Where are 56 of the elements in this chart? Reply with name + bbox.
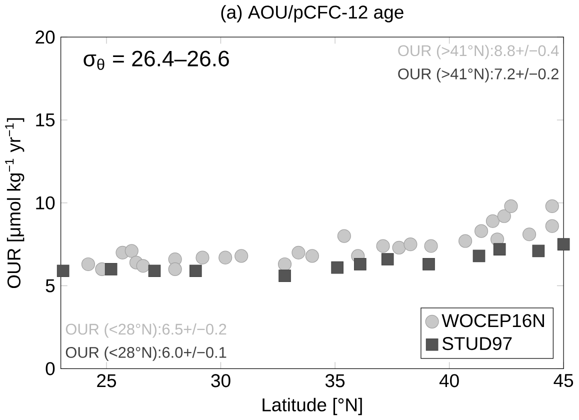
point <box>392 240 406 254</box>
point <box>522 228 536 242</box>
point <box>218 250 232 264</box>
point <box>497 209 511 223</box>
y-tick-label: 10 <box>36 196 55 210</box>
point <box>545 219 559 233</box>
point <box>504 199 518 213</box>
point <box>104 262 118 276</box>
annotation: σ$_{θ}$ = 26.4–26.6 <box>84 50 229 70</box>
annotation: OUR (<28°N):6.5+/−0.2 <box>66 323 226 338</box>
y-axis-title: OUR [μmol kg$^{−1}$ yr$^{−1}$] <box>5 118 24 288</box>
annotation: OUR (>41°N):7.2+/−0.2 <box>398 68 558 82</box>
point <box>81 257 96 271</box>
y-tick-label: 20 <box>36 30 55 44</box>
point <box>354 258 366 270</box>
point <box>189 264 202 277</box>
point <box>545 199 559 213</box>
point <box>148 264 161 277</box>
point <box>278 257 292 271</box>
legend-label: STUD97 <box>442 336 512 350</box>
point <box>458 234 472 248</box>
point <box>124 244 138 258</box>
point <box>422 258 435 270</box>
x-tick-label: 25 <box>97 374 116 388</box>
point <box>376 239 390 253</box>
y-tick-label: 15 <box>36 113 55 126</box>
point <box>532 244 545 258</box>
annotation: OUR (>41°N):8.8+/−0.4 <box>398 44 559 60</box>
y-tick-label: 0 <box>46 362 55 376</box>
x-tick-label: 45 <box>554 374 574 387</box>
point <box>56 264 70 277</box>
point <box>557 238 570 250</box>
point <box>493 243 506 256</box>
point <box>331 261 344 274</box>
point <box>305 249 319 263</box>
point <box>404 237 418 252</box>
point <box>381 252 394 266</box>
point <box>234 249 248 263</box>
point <box>136 259 150 273</box>
annotation: OUR (<28°N):6.0+/−0.1 <box>66 346 226 361</box>
point <box>474 224 488 238</box>
point <box>486 214 500 228</box>
point <box>196 250 210 264</box>
chart-title: (a) AOU/pCFC-12 age <box>221 5 404 22</box>
x-tick-label: 40 <box>439 374 459 388</box>
point <box>168 262 182 276</box>
point <box>424 239 438 253</box>
point <box>292 246 306 260</box>
y-tick-label: 5 <box>46 279 55 292</box>
x-tick-label: 35 <box>325 374 345 388</box>
point <box>278 270 291 282</box>
point <box>337 229 351 243</box>
x-tick-label: 30 <box>211 374 230 388</box>
legend-label: WOCEP16N <box>442 314 544 328</box>
x-axis-title: Latitude [°N] <box>262 398 362 415</box>
point <box>472 250 486 262</box>
